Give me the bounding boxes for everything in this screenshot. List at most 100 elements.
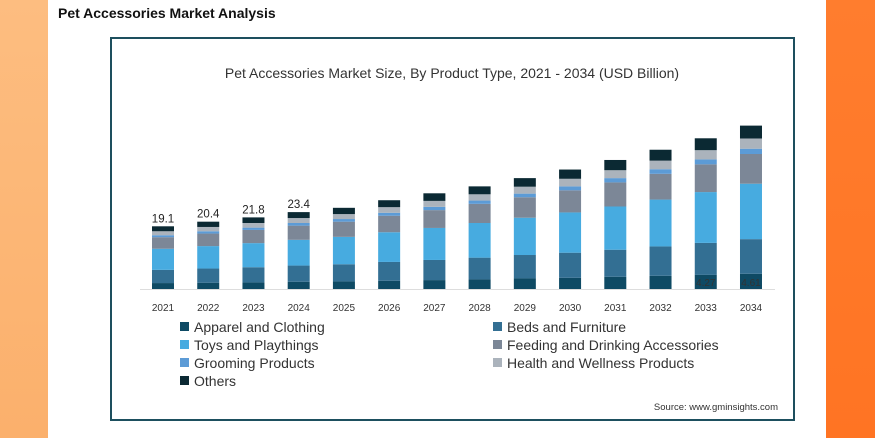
bar-stack-2033: 2033 4.27 — [694, 138, 718, 314]
bar-segment — [513, 193, 536, 198]
bar-segment — [152, 231, 174, 236]
bar-segment — [197, 231, 220, 234]
bar-segment — [468, 203, 491, 223]
bar-segment — [287, 281, 310, 289]
bar-segment — [739, 273, 762, 289]
bar-segment — [694, 242, 717, 275]
bar-segment — [287, 218, 310, 223]
bar-segment — [649, 169, 672, 174]
bar-segment — [378, 215, 401, 233]
segment-label: 4.27 — [696, 278, 716, 289]
bar-stack-2021: 2021 19.1 — [152, 213, 175, 314]
bar-segment — [649, 246, 672, 276]
legend-label: Toys and Playthings — [194, 337, 319, 353]
bar-segment — [287, 239, 310, 266]
bar-segment — [332, 281, 355, 289]
bar-stack-2025: 2025 — [332, 207, 356, 314]
bar-segment — [468, 279, 491, 289]
bar-stack-2029: 2029 — [513, 178, 537, 314]
bar-segment — [468, 257, 491, 280]
x-tick-label: 2032 — [649, 303, 672, 314]
x-tick-label: 2025 — [333, 303, 356, 314]
x-tick-label: 2024 — [288, 303, 311, 314]
x-tick-label: 2033 — [695, 303, 718, 314]
bar-stack-2034: 2034 4.61 — [739, 125, 763, 314]
bar-segment — [694, 274, 717, 289]
x-tick-label: 2027 — [423, 303, 446, 314]
bar-stack-2030: 2030 — [559, 169, 582, 314]
total-label: 21.8 — [242, 204, 264, 216]
legend-label: Apparel and Clothing — [194, 319, 325, 335]
bar-stack-2032: 2032 — [649, 149, 672, 314]
x-tick-label: 2028 — [468, 303, 491, 314]
bar-segment — [423, 259, 446, 281]
legend-label: Feeding and Drinking Accessories — [507, 337, 719, 353]
bar-segment — [604, 170, 627, 179]
source-note: Source: www.gminsights.com — [654, 402, 778, 413]
bar-segment — [242, 227, 265, 230]
bar-segment — [513, 255, 536, 279]
bar-segment — [197, 246, 220, 269]
bar-segment — [423, 193, 446, 201]
bar-segment — [739, 183, 762, 240]
x-tick-label: 2021 — [152, 303, 175, 314]
bar-segment — [242, 223, 265, 228]
bar-segment — [197, 268, 220, 283]
x-tick-label: 2022 — [197, 303, 220, 314]
left-decor-strip — [0, 0, 48, 438]
x-tick-label: 2030 — [559, 303, 582, 314]
chart-frame — [110, 37, 795, 421]
bar-segment — [423, 200, 446, 207]
bar-segment — [242, 267, 265, 283]
bar-segment — [152, 283, 174, 289]
bar-segment — [423, 227, 446, 260]
bar-stack-2031: 2031 — [604, 159, 627, 314]
legend-label: Health and Wellness Products — [507, 355, 694, 371]
bar-segment — [559, 190, 582, 213]
bar-segment — [559, 186, 582, 191]
bar-segment — [152, 248, 174, 270]
bar-stack-2026: 2026 — [378, 200, 401, 314]
x-tick-label: 2029 — [514, 303, 537, 314]
bar-segment — [559, 252, 582, 278]
legend-swatch — [493, 322, 502, 331]
legend-swatch — [493, 340, 502, 349]
bar-segment — [378, 200, 401, 208]
bar-segment — [739, 148, 762, 154]
bar-segment — [694, 159, 717, 165]
x-tick-label: 2026 — [378, 303, 401, 314]
bar-segment — [649, 160, 672, 170]
x-tick-label: 2023 — [242, 303, 265, 314]
bar-segment — [739, 138, 762, 149]
legend-swatch — [493, 358, 502, 367]
bar-segment — [242, 229, 265, 244]
legend-item: Feeding and Drinking Accessories — [493, 337, 719, 353]
bar-segment — [513, 278, 536, 289]
legend-swatch — [180, 340, 189, 349]
x-tick-label: 2034 — [740, 303, 763, 314]
bar-segment — [197, 221, 220, 227]
bar-segment — [242, 243, 265, 268]
bar-segment — [287, 223, 310, 226]
bar-segment — [378, 207, 401, 213]
bar-segment — [513, 186, 536, 194]
legend-label: Others — [194, 373, 236, 389]
legend-item: Apparel and Clothing — [180, 319, 325, 335]
bar-segment — [242, 282, 265, 289]
bar-stack-2028: 2028 — [468, 186, 491, 314]
total-label: 23.4 — [287, 199, 310, 211]
bar-segment — [423, 206, 446, 211]
bar-segment — [559, 178, 582, 187]
page-title: Pet Accessories Market Analysis — [58, 5, 276, 21]
bar-segment — [332, 214, 355, 220]
x-tick-label: 2031 — [604, 303, 627, 314]
bar-segment — [468, 223, 491, 258]
bar-segment — [604, 276, 627, 289]
bar-segment — [559, 169, 582, 179]
bar-segment — [604, 249, 627, 277]
bar-segment — [378, 232, 401, 262]
right-decor-strip — [826, 0, 875, 438]
bar-segment — [559, 277, 582, 289]
bar-segment — [152, 269, 174, 284]
